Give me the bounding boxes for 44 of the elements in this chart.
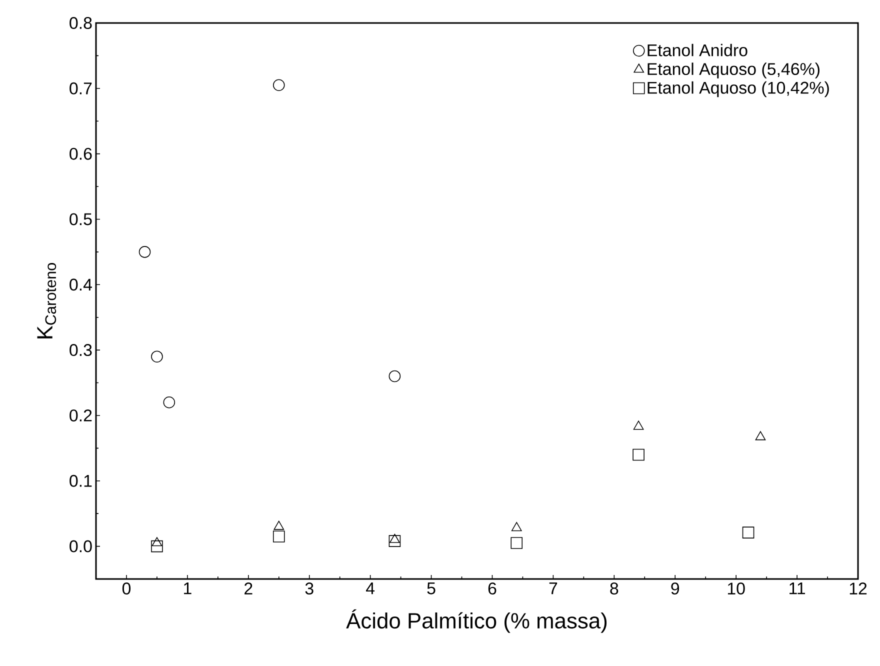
- x-tick-label: 6: [488, 582, 496, 595]
- point: [632, 448, 644, 461]
- x-tick-label: 12: [850, 582, 867, 594]
- y-tick-label: 0.2: [70, 409, 92, 422]
- y-tick-label: 0.1: [70, 474, 92, 487]
- point: [163, 396, 176, 408]
- x-tick-label: 4: [366, 582, 375, 594]
- y-axis-title: K$_{Caroteno}$: [37, 263, 56, 338]
- point: [755, 431, 766, 440]
- point: [151, 540, 163, 552]
- x-tick-label: 10: [728, 582, 745, 595]
- point: [388, 370, 401, 382]
- legend-label: Etanol Aquoso (10,42%): [648, 81, 829, 98]
- point: [390, 534, 400, 543]
- x-tick-label: 0: [122, 582, 131, 595]
- point: [151, 350, 163, 362]
- point: [388, 535, 401, 547]
- point: [272, 79, 285, 92]
- y-tick-label: 0.6: [70, 148, 92, 160]
- point: [510, 537, 523, 549]
- x-axis-title: Ácido Palmítico (% massa): [346, 609, 607, 633]
- point: [633, 420, 644, 430]
- y-tick-label: 0.0: [70, 540, 92, 552]
- x-tick-label: 3: [305, 582, 314, 595]
- x-tick-label: 11: [790, 582, 806, 594]
- x-tick-label: 9: [671, 582, 680, 595]
- point: [511, 522, 522, 532]
- point: [274, 520, 284, 530]
- x-tick-label: 2: [244, 582, 252, 594]
- y-tick-label: 0.4: [70, 278, 92, 291]
- x-tick-label: 1: [184, 582, 192, 594]
- point: [152, 537, 162, 546]
- x-tick-label: 7: [549, 582, 558, 594]
- y-tick-label: 0.5: [70, 213, 92, 226]
- x-tick-label: 5: [427, 582, 436, 594]
- legend-label: Etanol Aquoso (5,46%): [648, 62, 820, 78]
- point: [272, 530, 285, 542]
- y-tick-label: 0.7: [70, 82, 92, 94]
- y-tick-label: 0.3: [70, 344, 92, 356]
- y-tick-label: 0.8: [70, 16, 92, 29]
- legend-label: Etanol Anidro: [648, 44, 748, 56]
- point: [138, 246, 151, 258]
- point: [742, 526, 754, 538]
- x-tick-label: 8: [610, 582, 618, 595]
